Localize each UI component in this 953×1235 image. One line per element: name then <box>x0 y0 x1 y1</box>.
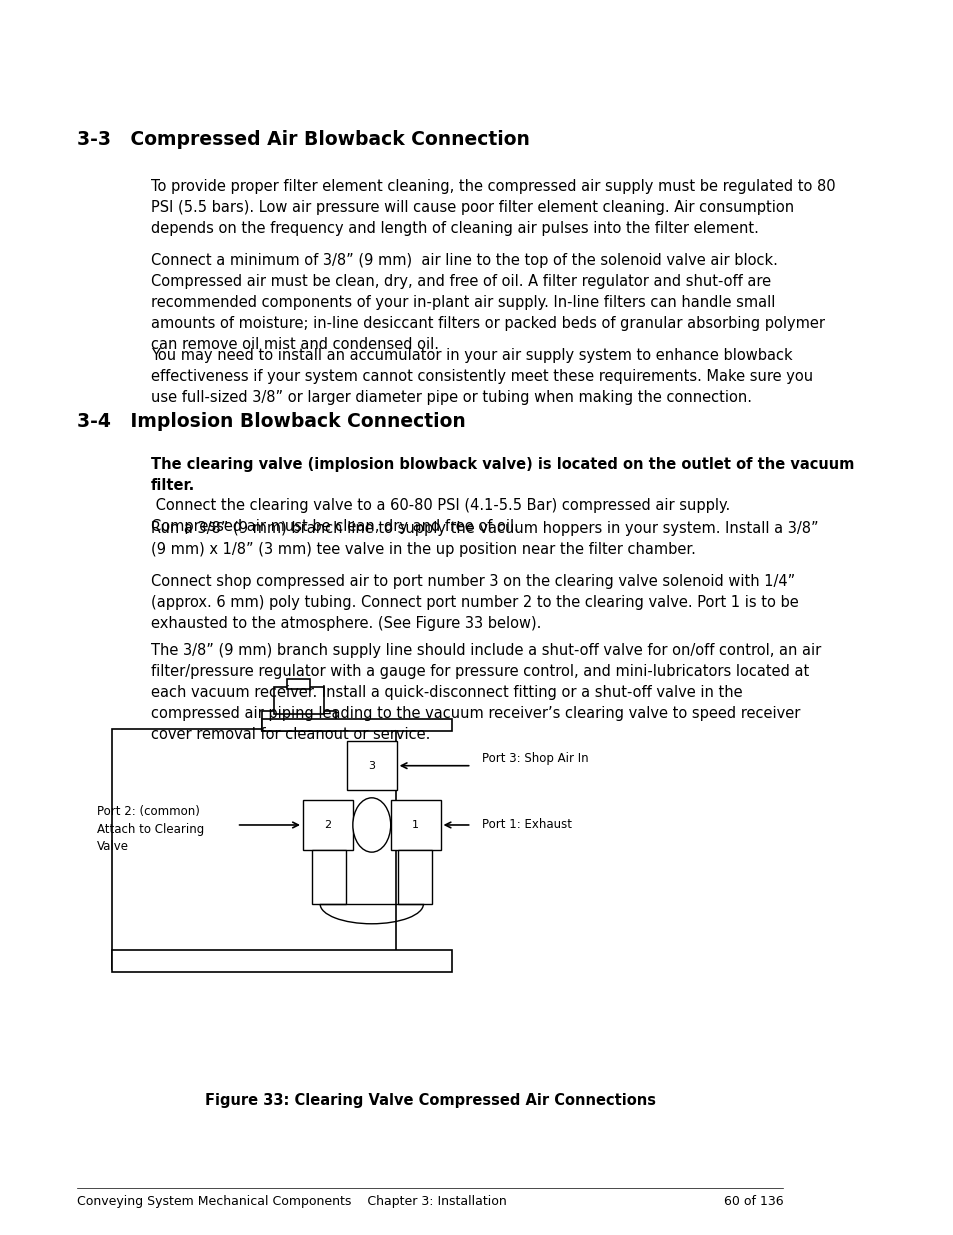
Text: Port 3: Shop Air In: Port 3: Shop Air In <box>481 752 588 764</box>
Text: The clearing valve (implosion blowback valve) is located on the outlet of the va: The clearing valve (implosion blowback v… <box>151 457 853 493</box>
Circle shape <box>353 798 391 852</box>
Text: Port 1: Exhaust: Port 1: Exhaust <box>481 819 572 831</box>
Bar <box>303 800 353 850</box>
Bar <box>262 719 452 731</box>
Bar <box>397 850 432 904</box>
Text: 3-3   Compressed Air Blowback Connection: 3-3 Compressed Air Blowback Connection <box>77 130 530 148</box>
Bar <box>262 711 335 731</box>
Text: Connect the clearing valve to a 60-80 PSI (4.1-5.5 Bar) compressed air supply.
C: Connect the clearing valve to a 60-80 PS… <box>151 498 729 534</box>
Text: 60 of 136: 60 of 136 <box>722 1194 782 1208</box>
Text: You may need to install an accumulator in your air supply system to enhance blow: You may need to install an accumulator i… <box>151 348 812 405</box>
Text: The 3/8” (9 mm) branch supply line should include a shut-off valve for on/off co: The 3/8” (9 mm) branch supply line shoul… <box>151 643 820 742</box>
Text: Figure 33: Clearing Valve Compressed Air Connections: Figure 33: Clearing Valve Compressed Air… <box>205 1093 655 1108</box>
Text: 1: 1 <box>412 820 418 830</box>
Bar <box>112 950 452 972</box>
Text: Port 2: (common): Port 2: (common) <box>97 805 200 819</box>
Text: 3: 3 <box>368 761 375 771</box>
Text: Connect a minimum of 3/8” (9 mm)  air line to the top of the solenoid valve air : Connect a minimum of 3/8” (9 mm) air lin… <box>151 253 823 352</box>
Bar <box>312 850 346 904</box>
Text: Valve: Valve <box>97 840 129 853</box>
Bar <box>347 741 396 790</box>
Text: Connect shop compressed air to port number 3 on the clearing valve solenoid with: Connect shop compressed air to port numb… <box>151 574 798 631</box>
Bar <box>274 687 323 714</box>
Bar <box>391 800 440 850</box>
Text: 2: 2 <box>324 820 331 830</box>
Text: 3-4   Implosion Blowback Connection: 3-4 Implosion Blowback Connection <box>77 412 466 431</box>
Text: Run a 3/8” (9 mm) branch line to supply the vacuum hoppers in your system. Insta: Run a 3/8” (9 mm) branch line to supply … <box>151 521 818 557</box>
Text: Conveying System Mechanical Components    Chapter 3: Installation: Conveying System Mechanical Components C… <box>77 1194 507 1208</box>
Bar <box>112 729 395 969</box>
Text: Attach to Clearing: Attach to Clearing <box>97 823 204 836</box>
Bar <box>287 679 310 689</box>
Text: To provide proper filter element cleaning, the compressed air supply must be reg: To provide proper filter element cleanin… <box>151 179 835 236</box>
